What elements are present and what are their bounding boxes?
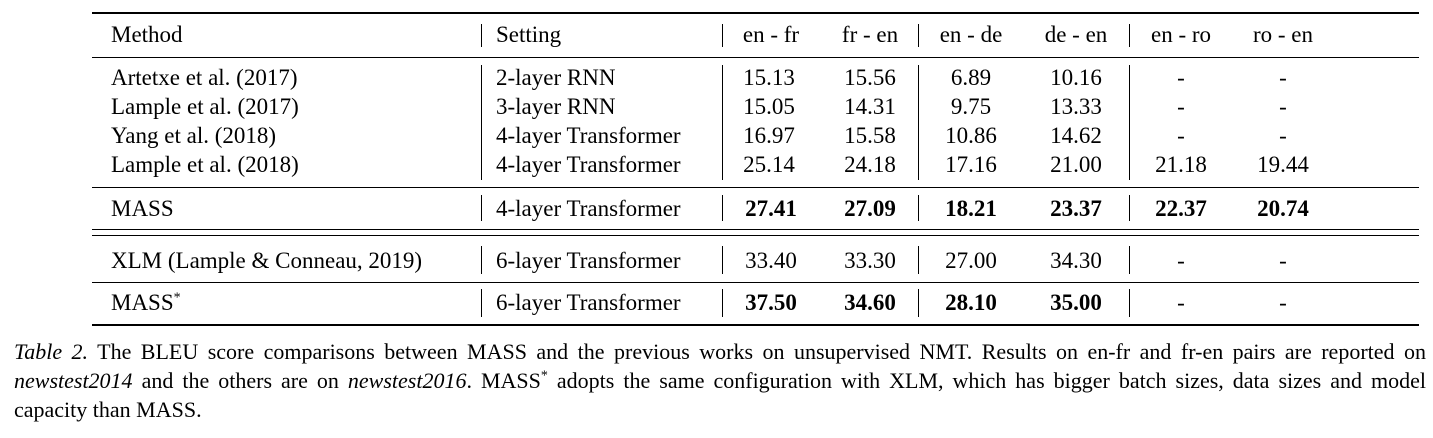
group-rule xyxy=(92,187,1419,189)
method-cell: XLM (Lample & Conneau, 2019) xyxy=(111,248,423,273)
value-cell: 24.18 xyxy=(844,152,896,177)
value-cell: 10.86 xyxy=(945,123,997,148)
value-cell: 14.31 xyxy=(844,94,896,119)
value-cell: 19.44 xyxy=(1257,152,1309,177)
setting-cell: 4-layer Transformer xyxy=(496,152,681,177)
value-cell: 34.60 xyxy=(844,290,896,315)
header-col: fr - en xyxy=(841,22,899,47)
header-method: Method xyxy=(111,22,183,47)
value-cell: - xyxy=(1177,290,1185,315)
value-cell: 18.21 xyxy=(945,196,997,221)
method-cell: Yang et al. (2018) xyxy=(111,123,277,148)
value-cell: 14.62 xyxy=(1050,123,1102,148)
value-cell: - xyxy=(1279,123,1287,148)
header-col: en - fr xyxy=(742,22,800,47)
value-cell: - xyxy=(1177,94,1185,119)
value-cell: 20.74 xyxy=(1257,196,1309,221)
top-rule xyxy=(92,12,1419,14)
asterisk-mark: * xyxy=(173,290,181,306)
header-rule xyxy=(92,57,1419,59)
value-cell: 16.97 xyxy=(743,123,795,148)
value-cell: 25.14 xyxy=(743,152,795,177)
value-cell: 17.16 xyxy=(945,152,997,177)
value-cell: - xyxy=(1177,65,1185,90)
value-cell: - xyxy=(1177,123,1185,148)
value-cell: 6.89 xyxy=(950,65,992,90)
caption-text: The BLEU score comparisons between MASS … xyxy=(88,339,1426,364)
setting-cell: 4-layer Transformer xyxy=(496,196,681,221)
value-cell: 22.37 xyxy=(1155,196,1207,221)
setting-cell: 2-layer RNN xyxy=(496,65,616,90)
value-cell: - xyxy=(1279,290,1287,315)
value-cell: - xyxy=(1279,248,1287,273)
double-rule-upper xyxy=(92,229,1419,231)
value-cell: - xyxy=(1279,94,1287,119)
value-cell: 27.41 xyxy=(745,196,797,221)
value-cell: 15.13 xyxy=(743,65,795,90)
caption-text: adopts the same configuration with XLM, … xyxy=(14,368,1426,422)
caption-text: and the others are on xyxy=(132,368,348,393)
value-cell: 15.58 xyxy=(844,123,896,148)
bottom-rule xyxy=(92,324,1419,326)
method-cell: Lample et al. (2018) xyxy=(111,152,299,177)
value-cell: 33.40 xyxy=(745,248,797,273)
value-cell: 23.37 xyxy=(1050,196,1102,221)
double-rule-lower xyxy=(92,235,1419,237)
setting-cell: 3-layer RNN xyxy=(496,94,616,119)
header-setting: Setting xyxy=(496,22,562,47)
method-cell: Lample et al. (2017) xyxy=(111,94,299,119)
table-caption: Table 2. The BLEU score comparisons betw… xyxy=(14,337,1426,424)
value-cell: 27.09 xyxy=(844,196,896,221)
method-cell: MASS* xyxy=(111,288,181,317)
caption-italic: newstest2016 xyxy=(347,368,467,393)
method-text: MASS xyxy=(111,290,174,315)
header-col: en - de xyxy=(939,22,1003,47)
value-cell: 10.16 xyxy=(1050,65,1102,90)
value-cell: 21.18 xyxy=(1155,152,1207,177)
value-cell: 27.00 xyxy=(945,248,997,273)
value-cell: 37.50 xyxy=(745,290,797,315)
setting-cell: 6-layer Transformer xyxy=(496,248,681,273)
value-cell: - xyxy=(1279,65,1287,90)
setting-cell: 6-layer Transformer xyxy=(496,290,681,315)
value-cell: 21.00 xyxy=(1050,152,1102,177)
value-cell: 35.00 xyxy=(1050,290,1102,315)
value-cell: 33.30 xyxy=(844,248,896,273)
header-col: de - en xyxy=(1044,22,1108,47)
value-cell: 13.33 xyxy=(1050,94,1102,119)
caption-italic: newstest2014 xyxy=(14,368,133,393)
header-col: en - ro xyxy=(1150,22,1212,47)
value-cell: 9.75 xyxy=(950,94,992,119)
value-cell: 15.05 xyxy=(743,94,795,119)
caption-asterisk: * xyxy=(540,368,548,384)
setting-cell: 4-layer Transformer xyxy=(496,123,681,148)
value-cell: - xyxy=(1177,248,1185,273)
caption-label: Table 2. xyxy=(14,339,89,364)
method-cell: MASS xyxy=(111,196,174,221)
header-col: ro - en xyxy=(1252,22,1314,47)
value-cell: 34.30 xyxy=(1050,248,1102,273)
xlm-rule xyxy=(92,282,1419,284)
value-cell: 15.56 xyxy=(844,65,896,90)
value-cell: 28.10 xyxy=(945,290,997,315)
method-cell: Artetxe et al. (2017) xyxy=(111,65,298,90)
caption-text: . MASS xyxy=(466,368,541,393)
